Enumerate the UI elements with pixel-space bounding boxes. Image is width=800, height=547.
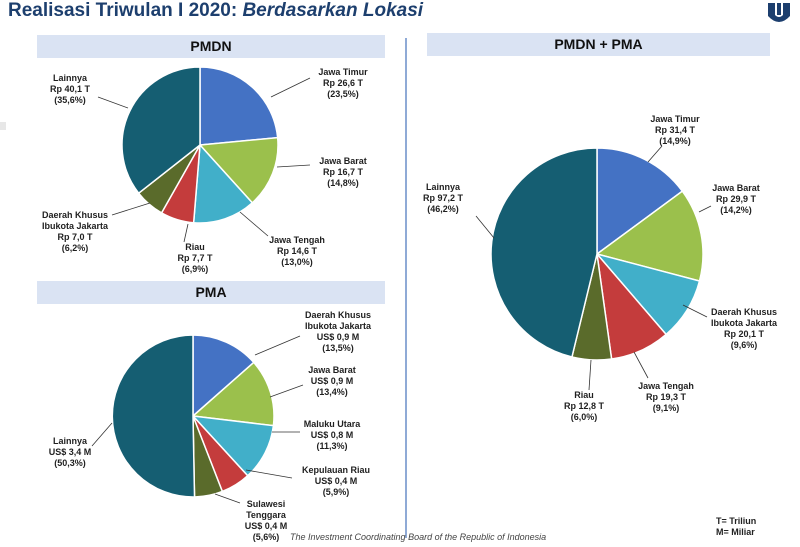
pma-leader-kepulauan-riau xyxy=(245,469,293,479)
page-title-main: Realisasi Triwulan I 2020: xyxy=(8,0,243,21)
pmdn-leader-riau xyxy=(183,223,189,243)
combined-leader-lainnya xyxy=(475,215,495,239)
pmdn-pie xyxy=(121,66,279,224)
page-title-italic: Berdasarkan Lokasi xyxy=(242,0,424,21)
footer-text: The Investment Coordinating Board of the… xyxy=(290,532,547,542)
pma-label-sulawesi-tenggara: Sulawesi Tenggara US$ 0,4 M (5,6%) xyxy=(245,499,288,542)
note-triliun: T= Triliun xyxy=(716,516,757,526)
pmdn-slice-jawa-tengah xyxy=(192,143,254,224)
combined-label-riau: Riau Rp 12,8 T (6,0%) xyxy=(564,390,605,422)
combined-label-jawa-timur: Jawa Timur Rp 31,4 T (14,9%) xyxy=(650,114,700,146)
pmdn-label-daerah-khusus-ibukota-jakarta: Daerah Khusus Ibukota Jakarta Rp 7,0 T (6,2… xyxy=(42,210,109,253)
pmdn-slice-jawa-timur xyxy=(199,66,279,146)
pmdn-leader-jawa-timur xyxy=(270,77,311,98)
pmdn-slice-lainnya xyxy=(121,66,201,195)
pmdn-label-jawa-timur: Jawa Timur Rp 26,6 T (23,5%) xyxy=(318,67,368,99)
pmdn-label-jawa-tengah: Jawa Tengah Rp 14,6 T (13,0%) xyxy=(269,235,325,267)
pmdn-label-jawa-barat: Jawa Barat Rp 16,7 T (14,8%) xyxy=(319,156,367,188)
vertical-divider xyxy=(405,38,407,538)
combined-slice-jawa-barat xyxy=(595,190,704,282)
combined-label-jawa-barat: Jawa Barat Rp 29,9 T (14,2%) xyxy=(712,183,760,215)
combined-pie xyxy=(490,147,704,361)
pma-label-lainnya: Lainnya US$ 3,4 M (50,3%) xyxy=(49,436,92,468)
pmdn-pma-header: PMDN + PMA xyxy=(427,33,770,56)
combined-slice-lainnya xyxy=(490,147,598,358)
pma-label-daerah-khusus-ibukota-jakarta: Daerah Khusus Ibukota Jakarta US$ 0,9 M (13… xyxy=(305,310,372,353)
pmdn-slice-jawa-barat xyxy=(198,136,279,204)
combined-leader-jawa-barat xyxy=(698,205,712,213)
pma-leader-jawa-barat xyxy=(269,384,304,398)
pma-slice-lainnya xyxy=(111,334,196,498)
pmdn-label-riau: Riau Rp 7,7 T (6,9%) xyxy=(177,242,213,274)
pmdn-leader-lainnya xyxy=(97,96,129,109)
pma-leader-daerah-khusus-ibukota-jakarta xyxy=(254,335,301,356)
pma-label-jawa-barat: Jawa Barat US$ 0,9 M (13,4%) xyxy=(308,365,356,397)
combined-label-daerah-khusus-ibukota-jakarta: Daerah Khusus Ibukota Jakarta Rp 20,1 T (9,… xyxy=(711,307,778,350)
combined-label-lainnya: Lainnya Rp 97,2 T (46,2%) xyxy=(423,182,464,214)
pmdn-leader-daerah-khusus-ibukota-jakarta xyxy=(111,202,151,216)
unit-notes: T= Triliun M= Miliar xyxy=(716,516,756,538)
combined-leader-jawa-timur xyxy=(647,145,663,163)
pma-leader-lainnya xyxy=(91,422,113,447)
combined-label-jawa-tengah: Jawa Tengah Rp 19,3 T (9,1%) xyxy=(638,381,694,413)
bkpm-logo-icon xyxy=(768,3,790,22)
pmdn-label-lainnya: Lainnya Rp 40,1 T (35,6%) xyxy=(50,73,91,105)
combined-leader-daerah-khusus-ibukota-jakarta xyxy=(682,304,708,318)
pma-slice-jawa-barat xyxy=(191,361,275,427)
combined-slice-jawa-timur xyxy=(596,147,684,256)
pmdn-leader-jawa-barat xyxy=(276,164,311,168)
note-miliar: M= Miliar xyxy=(716,527,755,537)
pmdn-header: PMDN xyxy=(37,35,385,58)
pma-label-kepulauan-riau: Kepulauan Riau US$ 0,4 M (5,9%) xyxy=(302,465,370,497)
combined-leader-riau xyxy=(588,359,592,391)
pmdn-leader-jawa-tengah xyxy=(239,211,269,237)
pma-slice-daerah-khusus-ibukota-jakarta xyxy=(192,334,255,418)
pma-leader-sulawesi-tenggara xyxy=(214,493,241,504)
side-edge xyxy=(0,122,6,130)
combined-leader-jawa-tengah xyxy=(633,351,649,379)
pma-pie xyxy=(111,334,275,498)
page-title: Realisasi Triwulan I 2020: Berdasarkan L… xyxy=(8,0,423,22)
pma-header: PMA xyxy=(37,281,385,304)
pma-label-maluku-utara: Maluku Utara US$ 0,8 M (11,3%) xyxy=(304,419,362,451)
